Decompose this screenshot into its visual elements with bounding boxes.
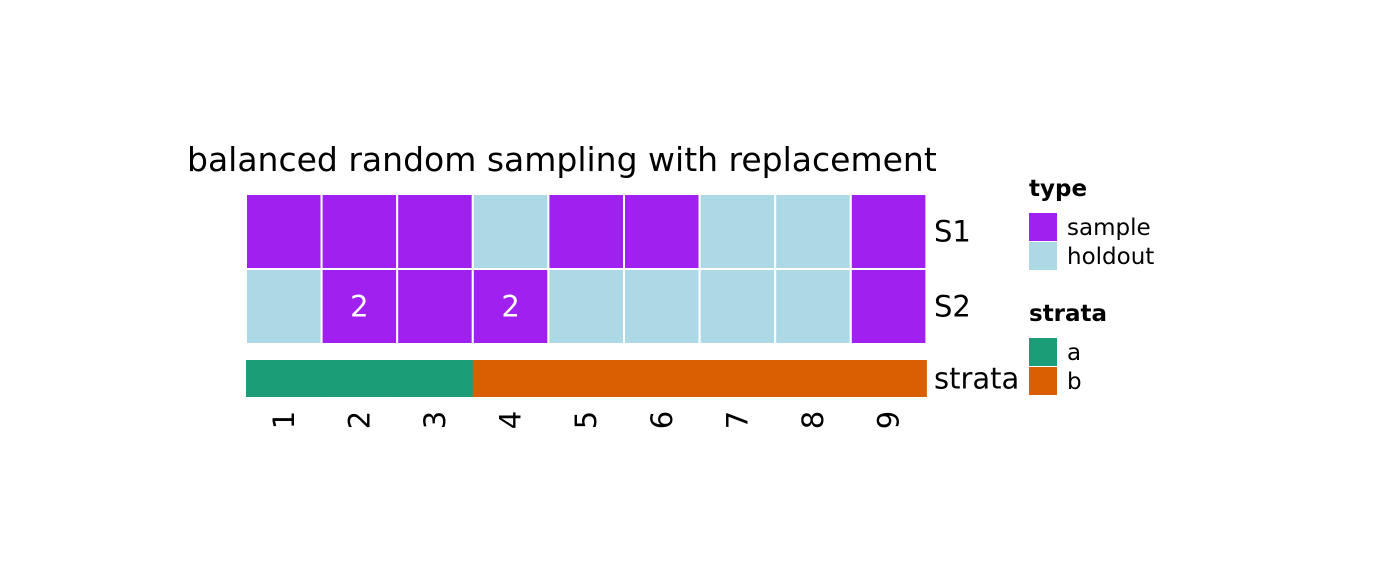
heatmap-cell-s2-2 [320,268,399,345]
strata-cell-5 [548,360,625,397]
legend-label-sample: sample [1067,215,1151,241]
legend-label-holdout: holdout [1067,244,1154,270]
strata-cell-7 [699,360,776,397]
x-axis-tick-labels: 1 2 3 4 5 6 7 8 9 [267,411,906,429]
strata-cell-9 [850,360,927,397]
strata-cell-1 [246,360,323,397]
legend-strata: strata ab [1029,301,1107,395]
heatmap-cell-s1-1 [245,193,323,270]
x-tick-label-2: 2 [342,411,376,429]
heatmap-cell-s1-7 [698,193,777,270]
cell-count-label: 2 [501,290,519,324]
strata-cell-2 [321,360,398,397]
strata-cell-8 [775,360,852,397]
legend-key-sample [1029,213,1057,241]
heatmap-cell-s2-7 [698,268,777,345]
x-tick-label-3: 3 [418,411,452,429]
heatmap-cell-s1-8 [774,193,852,270]
legend-label-a: a [1067,340,1081,366]
strata-cell-4 [472,360,549,397]
heatmap-cell-s1-4 [471,193,550,270]
x-tick-label-5: 5 [569,411,603,429]
heatmap-cell-s2-6 [623,268,701,345]
heatmap-cell-s1-6 [623,193,701,270]
legend-type: type sample holdout [1029,176,1154,270]
x-tick-label-6: 6 [645,411,679,429]
row-label-strata: strata [934,362,1019,396]
legend-key-b [1029,367,1057,395]
row-label-s1: S1 [934,215,971,249]
legend: type sample holdout strata ab [1029,176,1154,395]
heatmap-cell-s2-1 [245,268,323,345]
heatmap-cell-s2-3 [396,268,474,345]
heatmap-cell-s2-4 [471,268,550,345]
heatmap-cell-s2-8 [774,268,852,345]
heatmap-cell-s1-3 [396,193,474,270]
x-tick-label-7: 7 [720,411,754,429]
x-tick-label-9: 9 [872,411,906,429]
strata-cell-6 [624,360,701,397]
strata-cell-3 [397,360,474,397]
x-tick-label-4: 4 [494,411,528,429]
heatmap-cell-s2-5 [547,268,626,345]
legend-label-b: b [1067,369,1082,395]
heatmap-cell-s1-2 [320,193,399,270]
legend-key-a [1029,338,1057,366]
row-labels: S1 S2 strata [934,215,1019,396]
cell-count-label: 2 [350,290,368,324]
row-label-s2: S2 [934,290,971,324]
x-tick-label-1: 1 [267,411,301,429]
heatmap-cell-s1-5 [547,193,626,270]
heatmap-cell-s1-9 [849,193,928,270]
heatmap-cell-s2-9 [849,268,928,345]
legend-key-holdout [1029,242,1057,270]
legend-title-type: type [1029,176,1087,202]
chart-title: balanced random sampling with replacemen… [187,140,937,179]
x-tick-label-8: 8 [796,411,830,429]
legend-title-strata: strata [1029,301,1107,327]
